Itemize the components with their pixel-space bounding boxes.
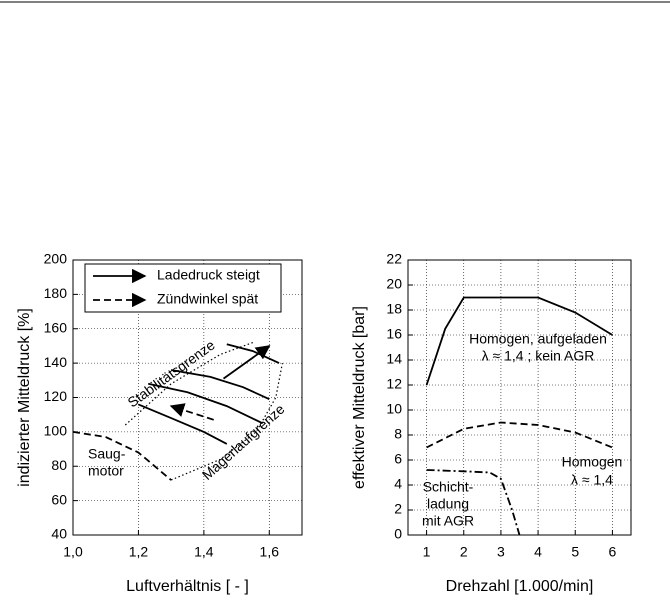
- x-tick-label: 1: [423, 544, 431, 560]
- plot: 40 60 80 100 120 140 160 180 200 1,0 1,2 1,4 1,6 Luft…: [16, 251, 303, 595]
- y-tick-label: 120: [44, 388, 68, 404]
- legend-label: Ladedruck steigt: [157, 267, 260, 283]
- y-tick-label: 140: [44, 354, 68, 370]
- y-tick-label: 100: [44, 423, 68, 439]
- x-tick-label: 1,2: [129, 544, 149, 560]
- y-tick-label: 6: [394, 451, 402, 467]
- y-tick-label: 200: [44, 251, 68, 267]
- x-tick-label: 3: [497, 544, 505, 560]
- curve: [138, 403, 228, 445]
- annotation: ladung: [427, 496, 469, 512]
- x-axis-label: Luftverhältnis [ - ]: [126, 578, 249, 595]
- y-tick-label: 12: [386, 376, 402, 392]
- x-tick-label: 5: [571, 544, 579, 560]
- y-tick-label: 80: [51, 457, 67, 473]
- curve: [425, 296, 613, 386]
- curve: [426, 469, 521, 536]
- y-tick-label: 160: [44, 319, 68, 335]
- annotation: λ ≈ 1,4: [571, 472, 613, 488]
- annotation: mit AGR: [422, 513, 474, 529]
- y-tick-label: 60: [51, 491, 67, 507]
- curve: [124, 341, 254, 426]
- annotation: Homogen, aufgeladen: [469, 331, 607, 347]
- annotation: Homogen: [562, 454, 623, 470]
- legend-box: [84, 263, 282, 313]
- y-tick-label: 10: [386, 401, 402, 417]
- curve: [148, 382, 264, 425]
- x-tick-label: 1,0: [63, 544, 83, 560]
- x-tick-label: 1,6: [260, 544, 280, 560]
- annotation: motor: [88, 463, 124, 479]
- plot-frame: [72, 259, 303, 536]
- y-tick-label: 0: [394, 526, 402, 542]
- y-tick-label: 2: [394, 501, 402, 517]
- curve: [226, 343, 280, 364]
- y-tick-label: 14: [386, 351, 402, 367]
- arrow: [169, 403, 214, 421]
- chart-left: 40 60 80 100 120 140 160 180 200 1,0 1,2 1,4 1,6 Luft…: [16, 251, 303, 595]
- y-tick-label: 180: [44, 285, 68, 301]
- x-tick-label: 4: [534, 544, 542, 560]
- annotation: Schicht-: [423, 479, 474, 495]
- x-tick-label: 1,4: [194, 544, 214, 560]
- x-tick-label: 6: [609, 544, 617, 560]
- x-axis-label: Drehzahl [1.000/min]: [446, 578, 594, 595]
- y-tick-label: 8: [394, 426, 402, 442]
- y-tick-label: 18: [386, 301, 402, 317]
- y-axis-label: effektiver Mitteldruck [bar]: [351, 306, 368, 489]
- y-tick-label: 20: [386, 276, 402, 292]
- annotation: λ ≈ 1,4 ; kein AGR: [482, 348, 595, 364]
- x-tick-label: 2: [460, 544, 468, 560]
- y-tick-label: 16: [386, 326, 402, 342]
- curve: [170, 369, 270, 401]
- y-tick-label: 22: [386, 251, 402, 267]
- legend-label: Zündwinkel spät: [157, 291, 258, 307]
- y-axis-label: indizierter Mitteldruck [%]: [16, 308, 33, 487]
- curve: [72, 431, 172, 481]
- annotation: Saug-: [88, 446, 126, 462]
- y-tick-label: 4: [394, 476, 402, 492]
- arrow: [222, 345, 271, 380]
- y-tick-label: 40: [51, 526, 67, 542]
- curve: [426, 421, 613, 449]
